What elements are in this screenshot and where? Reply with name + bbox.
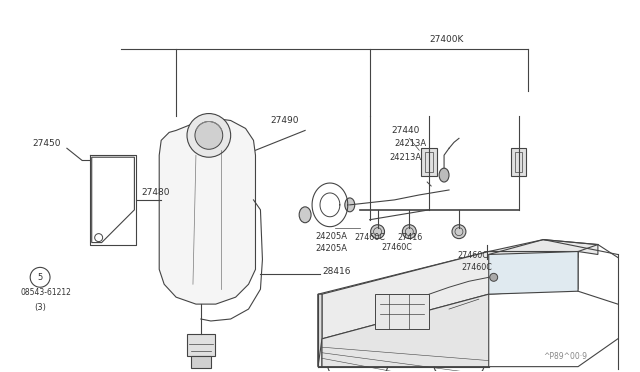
Text: 24213A: 24213A xyxy=(390,153,422,162)
Polygon shape xyxy=(318,294,322,367)
Bar xyxy=(421,148,437,176)
Circle shape xyxy=(480,256,493,270)
Text: 27460C: 27460C xyxy=(457,251,488,260)
Polygon shape xyxy=(318,251,578,367)
Text: 27400K: 27400K xyxy=(429,35,463,44)
Text: 27416: 27416 xyxy=(397,233,422,242)
Ellipse shape xyxy=(345,198,355,212)
Text: (3): (3) xyxy=(34,302,46,312)
Polygon shape xyxy=(322,251,578,339)
Text: 27480: 27480 xyxy=(141,189,170,198)
Bar xyxy=(515,152,522,172)
Text: 28416: 28416 xyxy=(322,267,351,276)
Bar xyxy=(191,356,211,368)
Bar xyxy=(425,152,433,172)
Text: 24205A: 24205A xyxy=(315,244,347,253)
Circle shape xyxy=(490,273,498,281)
Circle shape xyxy=(452,225,466,238)
Bar xyxy=(374,294,429,329)
Circle shape xyxy=(187,113,230,157)
Text: 08543-61212: 08543-61212 xyxy=(20,288,71,297)
Text: 5: 5 xyxy=(38,273,43,282)
Text: 24205A: 24205A xyxy=(315,232,347,241)
Text: 27440: 27440 xyxy=(392,126,420,135)
Polygon shape xyxy=(322,294,489,367)
Ellipse shape xyxy=(439,168,449,182)
Polygon shape xyxy=(159,119,255,304)
Text: 27450: 27450 xyxy=(32,139,61,148)
Text: 24213A: 24213A xyxy=(394,139,427,148)
Circle shape xyxy=(403,225,416,238)
Circle shape xyxy=(371,225,385,238)
Bar xyxy=(511,148,527,176)
Text: 27460C: 27460C xyxy=(381,243,412,252)
Polygon shape xyxy=(489,251,578,294)
Text: 27490: 27490 xyxy=(270,116,299,125)
Circle shape xyxy=(195,122,223,149)
Ellipse shape xyxy=(299,207,311,223)
Text: ^P89^00·9: ^P89^00·9 xyxy=(543,352,588,361)
Text: 27460C: 27460C xyxy=(355,233,386,242)
Text: 27460C: 27460C xyxy=(461,263,492,272)
Bar xyxy=(187,334,215,356)
Polygon shape xyxy=(489,240,598,254)
